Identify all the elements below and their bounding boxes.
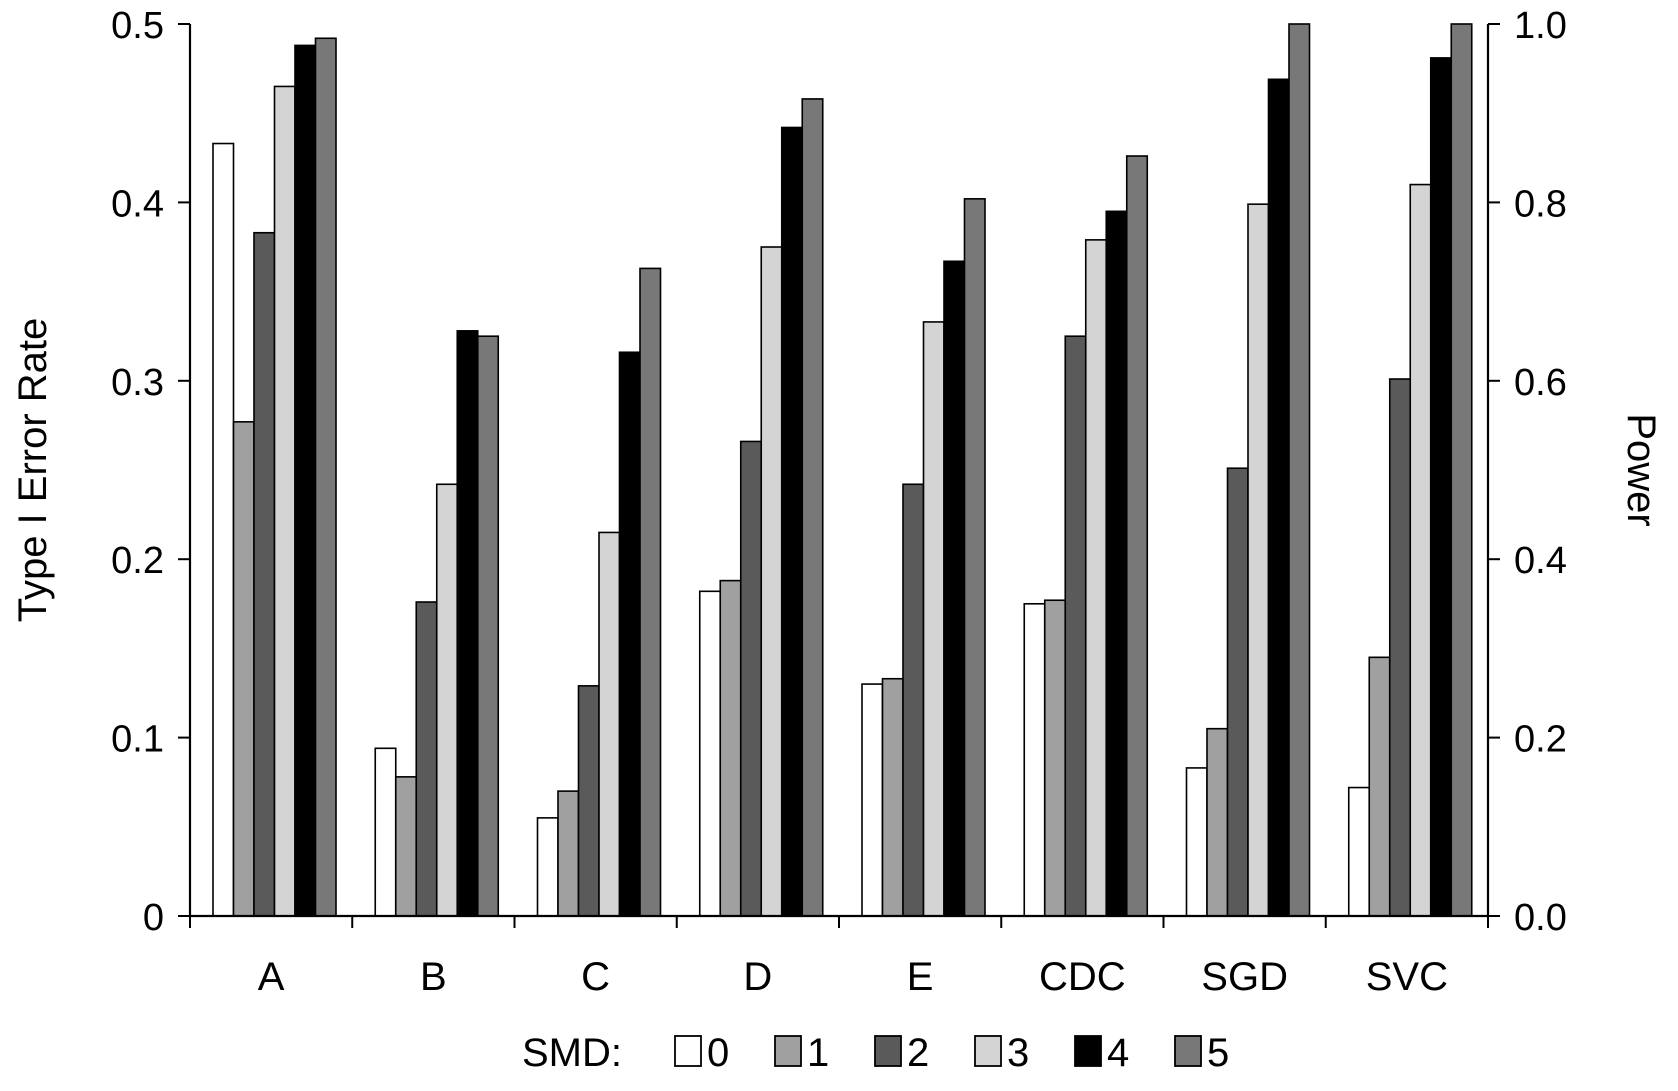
y-tick-label-left: 0.1 [111,719,164,761]
legend-title: SMD: [522,1031,622,1075]
legend-label-smd-2: 2 [907,1031,929,1075]
y-tick-label-right: 0.4 [1514,540,1567,582]
bar-SVC-smd-3 [1409,183,1432,917]
legend-label-smd-4: 4 [1107,1031,1129,1075]
y-axis-title-left: Type I Error Rate [11,318,55,623]
bar-A-smd-1 [232,421,255,917]
bar-D-smd-0 [698,590,722,917]
legend-label-smd-0: 0 [707,1031,729,1075]
bar-SVC-smd-1 [1368,656,1391,917]
bar-E-smd-4 [943,260,966,917]
bar-E-smd-0 [861,683,884,917]
y-tick-label-left: 0.4 [111,183,164,225]
bar-A-smd-5 [314,37,337,917]
bar-B-smd-0 [374,747,397,917]
y-axis-title-right: Power [1619,413,1663,526]
y-tick-label-left: 0.2 [111,540,164,582]
bar-A-smd-2 [253,231,276,917]
y-tick-label-left: 0.5 [111,5,164,47]
y-tick-label-left: 0 [143,897,164,939]
legend-label-smd-3: 3 [1007,1031,1029,1075]
bar-C-smd-3 [598,531,621,917]
bar-B-smd-2 [415,601,438,917]
legend: SMD: 0 1 2 3 4 5 [522,1031,1229,1075]
legend-swatch-smd-0 [674,1035,702,1067]
bar-SVC-smd-4 [1429,57,1453,917]
y-tick-label-right: 0.2 [1514,719,1567,761]
y-tick-label-right: 0.8 [1514,183,1567,225]
bar-C-smd-4 [618,351,641,917]
y-tick-label-right: 1.0 [1514,5,1567,47]
bar-A-smd-4 [294,44,317,917]
x-category-label: D [743,955,772,999]
bar-C-smd-0 [536,817,559,917]
bar-D-smd-5 [801,98,824,917]
legend-swatch-smd-5 [1174,1035,1202,1067]
bar-SVC-smd-5 [1450,23,1473,917]
x-category-label: CDC [1039,955,1126,999]
bar-E-smd-2 [902,483,925,917]
bar-B-smd-1 [394,776,418,917]
bars-layer [212,23,1473,917]
bar-A-smd-0 [212,142,235,917]
bar-D-smd-1 [719,579,742,917]
bar-SGD-smd-5 [1288,23,1311,917]
bar-SVC-smd-2 [1388,378,1412,917]
bar-SVC-smd-0 [1347,786,1371,917]
bar-CDC-smd-1 [1043,599,1067,917]
bar-SGD-smd-3 [1247,203,1270,917]
y-tick-label-right: 0.6 [1514,362,1567,404]
bar-E-smd-1 [881,677,904,917]
x-category-label: SVC [1366,955,1448,999]
y-tick-label-left: 0.3 [111,362,164,404]
bar-CDC-smd-3 [1084,239,1108,917]
axes-layer [178,23,1500,928]
bar-B-smd-5 [476,335,500,917]
bar-A-smd-3 [273,85,296,917]
bar-CDC-smd-0 [1023,602,1046,917]
x-category-label: B [420,955,447,999]
bar-E-smd-5 [963,198,986,917]
bar-C-smd-5 [639,267,662,917]
bar-SGD-smd-4 [1267,78,1290,917]
y-tick-label-right: 0.0 [1514,897,1567,939]
legend-label-smd-1: 1 [807,1031,829,1075]
x-category-label: C [581,955,610,999]
legend-swatch-smd-4 [1074,1035,1102,1067]
bar-CDC-smd-4 [1105,210,1128,917]
legend-label-smd-5: 5 [1207,1031,1229,1075]
bar-CDC-smd-5 [1125,155,1149,917]
bar-D-smd-3 [760,246,783,917]
bar-CDC-smd-2 [1064,335,1087,917]
bar-B-smd-3 [435,483,459,917]
legend-swatch-smd-3 [974,1035,1002,1067]
bar-SGD-smd-2 [1226,467,1249,917]
bar-B-smd-4 [456,330,479,917]
bar-SGD-smd-0 [1185,767,1208,917]
x-category-label: SGD [1201,955,1288,999]
legend-swatch-smd-2 [874,1035,902,1067]
labels-layer: 0 0.1 0.2 0.3 0.4 0.5 0.0 0.2 0.4 0.6 0.8 1.0 A B C D E C… [11,5,1663,999]
bar-D-smd-2 [739,440,763,917]
bar-SGD-smd-1 [1206,727,1229,917]
bar-D-smd-4 [780,126,804,917]
x-category-label: E [907,955,934,999]
bar-C-smd-2 [577,685,600,917]
bar-C-smd-1 [557,790,580,917]
bar-E-smd-3 [922,321,945,917]
legend-swatch-smd-1 [774,1035,802,1067]
x-category-label: A [258,955,285,999]
